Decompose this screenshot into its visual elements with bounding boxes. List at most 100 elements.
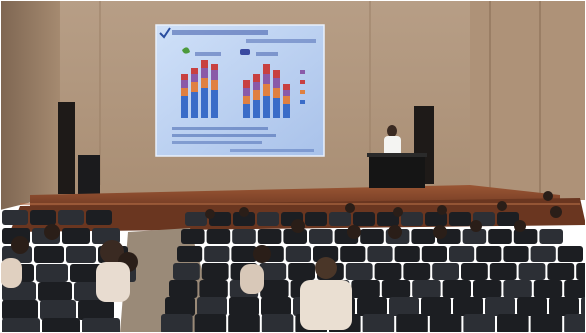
slide-bar-segment [263,74,270,84]
seat [564,280,586,298]
right-wall-panel [470,0,586,200]
seat [497,314,529,333]
stage-edge-light [20,203,580,205]
seat [449,212,471,226]
seat [58,210,84,225]
slide-bar-segment [243,88,250,96]
seat [62,228,90,244]
slide-bar-segment [283,104,290,118]
slide-title-blur [172,30,268,35]
slide-chart-label-blur [195,52,221,56]
audience-shoulders [96,262,130,302]
slide-legend-swatch [300,90,305,94]
seat [165,297,195,316]
audience-head [347,225,361,239]
seat [453,297,483,316]
slide-bar-segment [191,92,198,118]
seat [463,314,495,333]
seat [194,314,227,333]
seat [513,229,538,244]
slide-bar-segment [211,70,218,80]
seat [351,280,380,298]
seat [549,297,579,316]
seat [377,212,399,226]
seat [411,229,435,244]
seat [449,246,475,262]
audience-head [470,220,482,232]
seat [425,212,447,226]
slide-bar-segment [201,78,208,88]
seat [345,263,373,280]
slide-bar-segment [263,84,270,96]
slide-bar-segment [253,90,260,100]
seat [389,297,419,316]
seat [82,318,120,333]
slide-bar-group-right [243,64,290,118]
seat [421,297,451,316]
slide-bar-segment [181,74,188,80]
audience-head [437,205,447,215]
slide-bar-segment [191,74,198,82]
audience-shoulders [0,258,22,288]
audience-head [393,207,403,217]
seat [283,229,307,244]
slide-bar-segment [243,80,250,88]
presenter [384,125,401,158]
slide-subtitle-blur [246,39,316,43]
seat [517,297,547,316]
seat [313,246,339,262]
seat [340,246,366,262]
slide-leaf-icon [182,47,190,54]
left-side-wall [0,0,60,210]
seat [38,282,72,301]
seat [42,318,80,333]
seat [40,300,76,320]
slide-bar-segment [283,84,290,90]
seat [257,212,279,226]
seat [357,297,387,316]
seat [86,210,112,225]
seat [261,314,294,333]
audience-head [497,201,507,211]
slide-bar-segment [253,82,260,90]
slide-bar-segment [273,98,280,118]
audience [0,191,562,330]
slide-bar-segment [181,88,188,96]
seat [231,246,257,262]
seat [285,246,311,262]
seat [201,263,229,280]
seat [185,212,207,226]
seat [36,264,68,282]
slide-bar-segment [273,78,280,88]
seat [485,297,515,316]
slide-bar-segment [201,88,208,118]
seat [367,246,393,262]
slide-bar-segment [191,82,198,92]
seat [169,280,198,298]
podium-top [367,153,427,157]
podium [369,155,425,188]
seat [353,212,375,226]
seat [530,314,563,333]
seat [173,263,200,280]
audience-head [11,236,29,254]
seat [261,297,291,316]
seat [30,210,56,225]
seat [78,300,114,320]
seat [66,246,96,263]
seat [305,212,327,226]
seat [181,229,205,244]
slide-note-blur [172,134,276,137]
slide-bar-segment [263,64,270,74]
seat [581,297,586,316]
seat [412,280,441,298]
seat [229,297,259,316]
slide-bar-segment [191,68,198,74]
seat [360,229,384,244]
audience-head [253,245,271,263]
seat [232,229,256,244]
seat [199,280,228,298]
seat [473,280,502,298]
slide-bar-segment [283,96,290,104]
